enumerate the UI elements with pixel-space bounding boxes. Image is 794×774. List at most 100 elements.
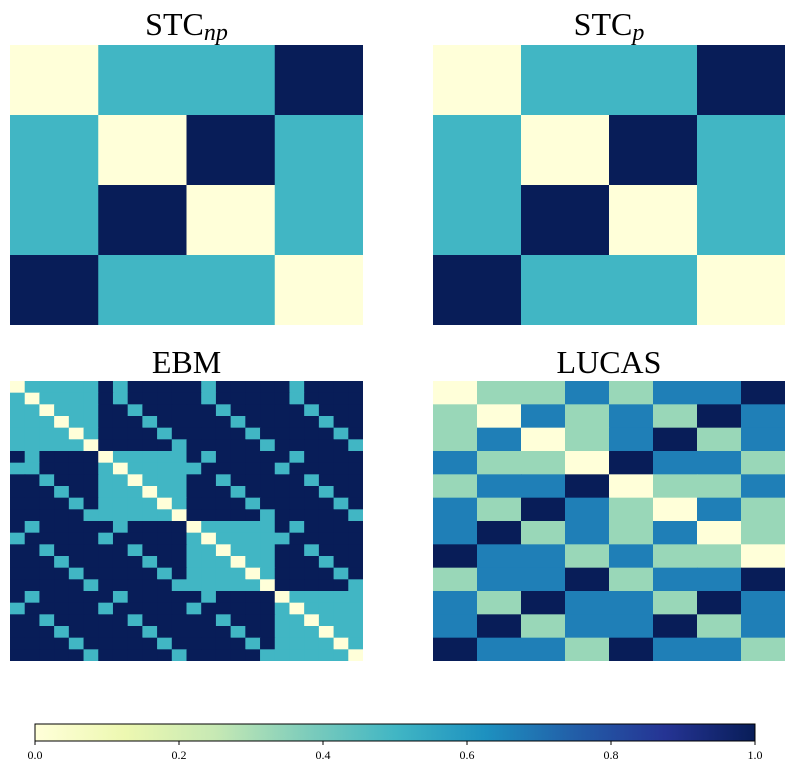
heatmap-cell bbox=[609, 637, 654, 661]
heatmap-cell bbox=[171, 532, 188, 545]
heatmap-cell bbox=[348, 626, 363, 639]
title-text: EBM bbox=[151, 344, 222, 380]
heatmap-cell bbox=[10, 602, 26, 615]
heatmap-cell bbox=[39, 509, 55, 522]
heatmap-cell bbox=[304, 567, 320, 580]
heatmap-cell bbox=[230, 462, 246, 475]
panel-title-lucas: LUCAS bbox=[433, 346, 785, 378]
heatmap-cell bbox=[304, 392, 320, 405]
heatmap-cell bbox=[186, 521, 202, 534]
heatmap-cell bbox=[333, 567, 349, 580]
heatmap-cell bbox=[565, 381, 610, 405]
heatmap-cell bbox=[186, 404, 202, 417]
heatmap-cell bbox=[274, 649, 291, 661]
heatmap-cell bbox=[318, 404, 335, 417]
heatmap-cell bbox=[741, 451, 785, 475]
heatmap-cell bbox=[230, 427, 246, 440]
heatmap-cell bbox=[201, 521, 217, 534]
heatmap-cell bbox=[112, 474, 129, 487]
heatmap-cell bbox=[215, 521, 232, 534]
heatmap-cell bbox=[24, 486, 41, 499]
heatmap-cell bbox=[230, 451, 246, 464]
heatmap-cell bbox=[260, 556, 276, 569]
heatmap-cell bbox=[24, 474, 41, 487]
heatmap-cell bbox=[333, 416, 349, 429]
heatmap-cell bbox=[245, 404, 261, 417]
heatmap-cell bbox=[477, 497, 522, 522]
heatmap-cell bbox=[98, 532, 114, 545]
heatmap-cell bbox=[24, 462, 41, 475]
heatmap-cell bbox=[157, 392, 173, 405]
heatmap-cell bbox=[653, 544, 698, 569]
heatmap-cell bbox=[157, 416, 173, 429]
heatmap-cell bbox=[274, 416, 291, 429]
heatmap-cell bbox=[653, 381, 698, 405]
heatmap-cell bbox=[348, 427, 363, 440]
heatmap-cell bbox=[260, 392, 276, 405]
heatmap-cell bbox=[83, 567, 99, 580]
heatmap-cell bbox=[112, 381, 129, 394]
heatmap-cell bbox=[348, 392, 363, 405]
heatmap-cell bbox=[260, 649, 276, 661]
heatmap-cell bbox=[68, 521, 85, 534]
heatmap-cell bbox=[186, 255, 276, 325]
heatmap-cell bbox=[186, 649, 202, 661]
heatmap-cell bbox=[653, 497, 698, 522]
heatmap-cell bbox=[157, 462, 173, 475]
heatmap-cell bbox=[348, 474, 363, 487]
heatmap-cell bbox=[186, 532, 202, 545]
heatmap-cell bbox=[68, 416, 85, 429]
heatmap-cell bbox=[39, 427, 55, 440]
heatmap-cell bbox=[10, 416, 26, 429]
heatmap-cell bbox=[24, 451, 41, 464]
heatmap-cell bbox=[230, 579, 246, 592]
heatmap-cell bbox=[289, 637, 305, 650]
heatmap-cell bbox=[39, 614, 55, 627]
heatmap-cell bbox=[245, 392, 261, 405]
heatmap-cell bbox=[230, 532, 246, 545]
heatmap-cell bbox=[68, 427, 85, 440]
heatmap-cell bbox=[333, 404, 349, 417]
heatmap-cell bbox=[653, 614, 698, 639]
heatmap-cell bbox=[24, 591, 41, 604]
heatmap-cell bbox=[24, 626, 41, 639]
heatmap-cell bbox=[521, 591, 566, 615]
heatmap-cell bbox=[24, 602, 41, 615]
heatmap-cell bbox=[304, 637, 320, 650]
title-subscript: p bbox=[632, 20, 645, 46]
heatmap-cell bbox=[98, 497, 114, 510]
heatmap-cell bbox=[157, 404, 173, 417]
heatmap-cell bbox=[230, 392, 246, 405]
colorbar-gradient bbox=[34, 723, 756, 742]
panel-title-stc-np: STCnp bbox=[10, 8, 363, 45]
heatmap-cell bbox=[157, 579, 173, 592]
heatmap-cell bbox=[318, 439, 335, 452]
heatmap-cell bbox=[127, 532, 143, 545]
heatmap-cell bbox=[521, 614, 566, 639]
heatmap-cell bbox=[10, 115, 99, 186]
heatmap-stc-p bbox=[433, 45, 785, 325]
heatmap-cell bbox=[348, 416, 363, 429]
heatmap-cell bbox=[171, 637, 188, 650]
heatmap-cell bbox=[127, 509, 143, 522]
heatmap-cell bbox=[274, 497, 291, 510]
heatmap-cell bbox=[186, 486, 202, 499]
heatmap-cell bbox=[274, 115, 363, 186]
heatmap-cell bbox=[215, 439, 232, 452]
heatmap-cell bbox=[186, 381, 202, 394]
heatmap-cell bbox=[289, 532, 305, 545]
heatmap-cell bbox=[39, 544, 55, 557]
heatmap-cell bbox=[697, 451, 742, 475]
heatmap-cell bbox=[289, 626, 305, 639]
heatmap-cell bbox=[433, 427, 478, 452]
heatmap-cell bbox=[609, 567, 654, 592]
heatmap-cell bbox=[112, 637, 129, 650]
heatmap-cell bbox=[24, 416, 41, 429]
heatmap-cell bbox=[24, 497, 41, 510]
heatmap-cell bbox=[186, 626, 202, 639]
heatmap-cell bbox=[127, 614, 143, 627]
heatmap-cell bbox=[333, 532, 349, 545]
heatmap-cell bbox=[201, 497, 217, 510]
heatmap-cell bbox=[318, 486, 335, 499]
heatmap-cell bbox=[433, 404, 478, 429]
